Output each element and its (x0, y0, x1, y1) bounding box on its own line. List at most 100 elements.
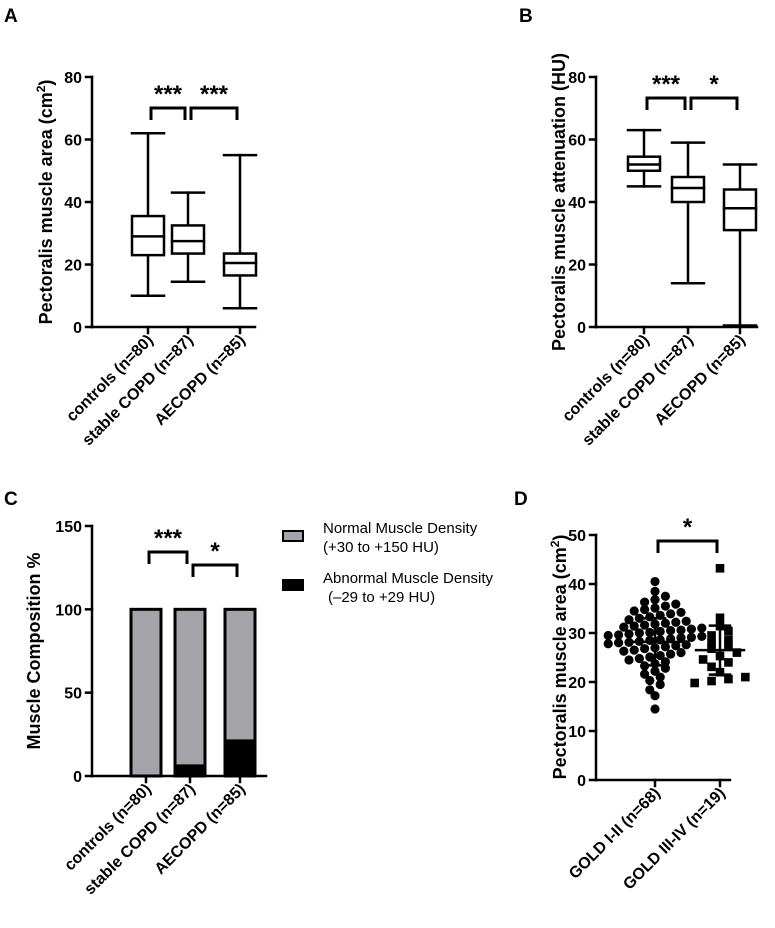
panel-c-ylabel: Muscle Composition % (24, 552, 44, 749)
panel-d-point-gold-1-2 (660, 591, 671, 601)
panel-d-ylabel-superscript: 2 (548, 540, 562, 547)
panel-a-box (222, 252, 258, 277)
panel-d-ytick-label: 30 (568, 626, 586, 643)
panel-d-point-gold-3-4 (724, 674, 733, 684)
panel-b-significance-stars: * (709, 71, 719, 98)
panel-c-significance-stars: * (210, 538, 220, 565)
panel-d-point-gold-1-2 (676, 607, 686, 618)
panel-d-point-gold-1-2 (634, 628, 645, 638)
panel-b-ytick-label: 80 (568, 70, 586, 87)
panel-d-point-gold-1-2 (603, 639, 613, 649)
panel-a-significance-stars: *** (200, 81, 229, 108)
panel-d-point-gold-3-4 (732, 648, 742, 657)
panel-d-point-gold-1-2 (624, 615, 634, 625)
panel-d-point-gold-3-4 (698, 655, 708, 664)
panel-b-significance-bracket (645, 96, 687, 110)
panel-a-ylabel: Pectoralis muscle area (cm2) (34, 80, 56, 325)
panel-d-point-gold-1-2 (629, 645, 639, 655)
panel-c-legend-abnormal-name: Abnormal Muscle Density (323, 570, 494, 587)
panel-a-category-label: AECOPD (n=85) (152, 332, 249, 429)
panel-d-point-gold-1-2 (655, 679, 665, 690)
panel-d-point-gold-1-2 (671, 617, 681, 627)
panel-d-ytick-label: 40 (568, 577, 586, 594)
panel-a-significance-bracket (189, 106, 239, 120)
panel-c-legend-normal-name: Normal Muscle Density (323, 520, 478, 537)
panel-d-point-gold-1-2 (614, 638, 624, 648)
panel-b-letter: B (519, 6, 533, 27)
panel-d-ytick-label: 20 (568, 675, 586, 692)
panel-d-point-gold-1-2 (645, 675, 655, 686)
panel-c-ytick-label: 50 (64, 686, 82, 703)
panel-c-significance-bracket (191, 563, 239, 577)
panel-d-point-gold-1-2 (650, 603, 660, 613)
panel-b-ylabel: Pectoralis muscle attenuation (HU) (549, 53, 569, 351)
panel-d-significance-stars: * (683, 514, 693, 541)
panel-d-point-gold-1-2 (666, 649, 676, 659)
panel-b-ylabel-text: Pectoralis muscle attenuation (HU) (549, 53, 569, 351)
panel-d-point-gold-1-2 (650, 576, 660, 587)
panel-d-point-gold-1-2 (650, 595, 660, 605)
panel-d-point-gold-1-2 (650, 666, 660, 676)
panel-d-point-gold-1-2 (655, 672, 665, 682)
panel-c-letter: C (4, 489, 18, 510)
panel-c-bar-abnormal (175, 764, 205, 776)
panel-a-ylabel-text: Pectoralis muscle area (cm (36, 92, 56, 324)
panel-c-bar-outline (173, 607, 207, 778)
panel-d-point-gold-1-2 (603, 630, 613, 641)
panel-d-point-gold-1-2 (655, 650, 665, 661)
panel-d-point-gold-1-2 (640, 604, 650, 615)
panel-c-bar-normal (131, 609, 161, 776)
panel-a-ytick-label: 0 (73, 320, 82, 337)
panel-d-point-gold-1-2 (697, 623, 707, 633)
panel-b-significance-bracket (689, 96, 739, 110)
panel-b-category-label: AECOPD (n=85) (652, 332, 749, 429)
panel-d-point-gold-1-2 (671, 599, 681, 609)
panel-d-ytick-label: 0 (577, 773, 586, 790)
panel-c-bar-outline (223, 607, 257, 778)
panel-c-significance-stars: *** (154, 525, 183, 552)
panel-d-point-gold-1-2 (645, 652, 655, 662)
panel-d-point-gold-1-2 (640, 644, 650, 654)
panel-c-significance-bracket (147, 550, 189, 564)
panel-d-point-gold-1-2 (660, 601, 671, 611)
panel-d-point-gold-3-4 (715, 564, 725, 573)
panel-d-point-gold-1-2 (686, 632, 697, 643)
panel-d-point-gold-1-2 (655, 626, 665, 637)
panel-d-letter: D (514, 489, 528, 510)
panel-b-ytick-label: 40 (568, 195, 586, 212)
panel-d-point-gold-1-2 (619, 646, 629, 656)
panel-d-point-gold-1-2 (655, 635, 665, 645)
panel-d-point-gold-1-2 (666, 609, 676, 619)
panel-a-ytick-label: 60 (64, 133, 82, 150)
panel-d-point-gold-3-4 (707, 662, 716, 672)
panel-a-ylabel-end: ) (36, 80, 56, 86)
panel-d-point-gold-3-4 (724, 626, 733, 636)
panel-c-legend-swatch-abnormal (282, 579, 304, 591)
panel-d-point-gold-1-2 (645, 627, 655, 638)
panel-d-point-gold-1-2 (629, 621, 639, 631)
panel-d-point-gold-1-2 (660, 642, 671, 652)
panel-a-significance-stars: *** (154, 81, 183, 108)
panel-a-significance-bracket (149, 106, 187, 120)
panel-d-point-gold-3-4 (724, 658, 733, 667)
panel-d-point-gold-3-4 (741, 672, 750, 682)
panel-d-ylabel-end: ) (550, 535, 570, 541)
panel-a-ytick-label: 80 (64, 70, 82, 87)
panel-d-ylabel: Pectoralis muscle area (cm2) (548, 535, 570, 780)
panel-d-point-gold-1-2 (671, 641, 681, 651)
panel-b-box (722, 188, 758, 232)
panel-c-legend-normal-range: (+30 to +150 HU) (323, 539, 439, 556)
panel-d-point-gold-1-2 (619, 622, 629, 632)
panel-c-ytick-label: 100 (55, 602, 82, 619)
panel-d-point-gold-1-2 (676, 625, 686, 635)
panel-c-ytick-label: 150 (55, 519, 82, 536)
panel-a-box (170, 224, 206, 255)
panel-c-ytick-label: 0 (73, 769, 82, 786)
panel-d-point-gold-1-2 (676, 633, 686, 643)
panel-c-legend-swatch-normal (282, 530, 304, 542)
panel-d-point-gold-1-2 (640, 620, 650, 630)
